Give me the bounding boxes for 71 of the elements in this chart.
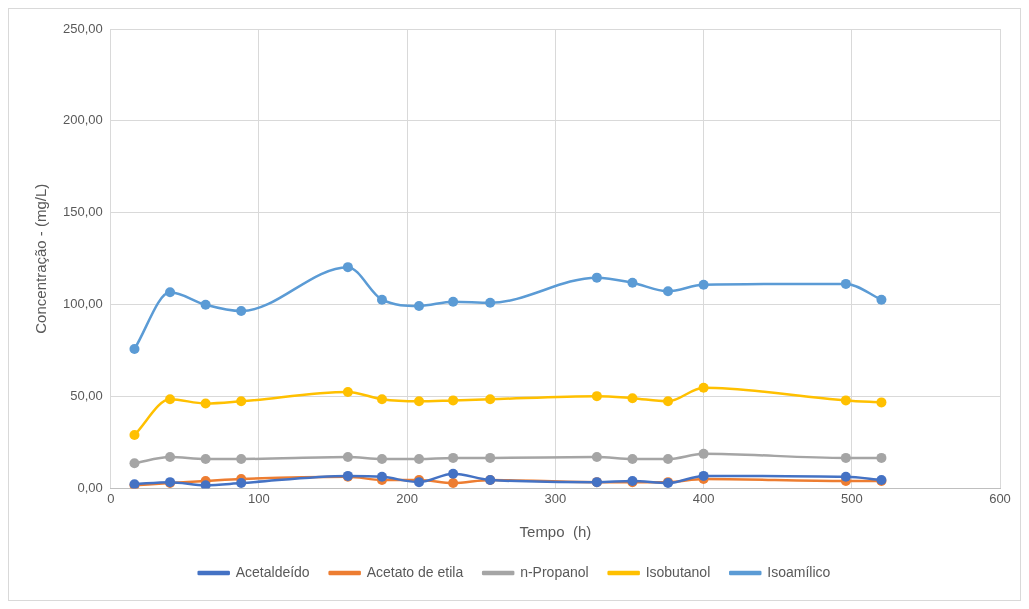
x-tick-label: 0 bbox=[107, 490, 115, 506]
x-tick-label: 500 bbox=[840, 490, 863, 506]
x-tick-label: 100 bbox=[248, 490, 270, 506]
point bbox=[840, 452, 851, 463]
point bbox=[236, 306, 247, 317]
y-tick-label: 100,00 bbox=[63, 296, 103, 312]
point bbox=[876, 294, 887, 305]
point bbox=[627, 454, 638, 464]
point bbox=[698, 470, 709, 481]
point bbox=[840, 395, 851, 406]
point bbox=[236, 454, 247, 464]
point bbox=[129, 458, 140, 469]
point bbox=[448, 452, 459, 463]
point bbox=[448, 478, 459, 489]
point bbox=[591, 451, 602, 462]
point bbox=[200, 454, 211, 464]
point bbox=[165, 287, 176, 298]
point bbox=[876, 397, 887, 408]
y-tick-label: 0,00 bbox=[77, 479, 103, 495]
legend-label: Isoamílico bbox=[767, 563, 831, 580]
y-axis-title: Concentração - (mg/L) bbox=[32, 183, 50, 334]
point bbox=[165, 394, 176, 405]
point bbox=[591, 391, 602, 402]
point bbox=[236, 478, 247, 489]
x-tick-label: 300 bbox=[544, 490, 567, 506]
y-tick-label: 50,00 bbox=[70, 388, 103, 404]
point bbox=[448, 395, 459, 406]
point bbox=[376, 394, 387, 405]
point bbox=[236, 396, 247, 407]
point bbox=[627, 277, 638, 288]
legend-label: Acetato de etila bbox=[366, 563, 464, 580]
y-tick-label: 200,00 bbox=[63, 112, 103, 128]
point bbox=[165, 451, 176, 462]
x-tick-label: 200 bbox=[396, 490, 419, 506]
x-tick-label: 600 bbox=[989, 490, 1011, 506]
point bbox=[663, 396, 674, 407]
y-tick-label: 250,00 bbox=[63, 20, 103, 36]
point bbox=[698, 279, 709, 290]
point bbox=[342, 451, 353, 462]
point bbox=[129, 429, 140, 440]
legend-label: Acetaldeído bbox=[235, 563, 310, 580]
point bbox=[698, 382, 709, 393]
point bbox=[663, 454, 674, 464]
point bbox=[485, 297, 496, 308]
point bbox=[485, 452, 496, 463]
point bbox=[448, 296, 459, 307]
point bbox=[200, 398, 211, 409]
point bbox=[200, 480, 211, 489]
legend-label: Isobutanol bbox=[645, 563, 711, 580]
x-axis-title: Tempo (h) bbox=[519, 523, 592, 541]
point bbox=[376, 294, 387, 305]
point bbox=[342, 262, 353, 273]
point bbox=[876, 452, 887, 463]
point bbox=[663, 286, 674, 297]
point bbox=[414, 300, 425, 311]
y-tick-label: 150,00 bbox=[63, 204, 103, 220]
point bbox=[129, 343, 140, 354]
point bbox=[342, 386, 353, 397]
point bbox=[840, 471, 851, 482]
point bbox=[414, 396, 425, 407]
point bbox=[376, 454, 387, 464]
point bbox=[698, 448, 709, 459]
point bbox=[591, 272, 602, 283]
point bbox=[200, 299, 211, 310]
x-tick-label: 400 bbox=[692, 490, 715, 506]
point bbox=[485, 394, 496, 405]
point bbox=[840, 278, 851, 289]
point bbox=[448, 468, 459, 479]
point bbox=[627, 393, 638, 404]
legend-label: n-Propanol bbox=[520, 563, 589, 580]
point bbox=[414, 454, 425, 464]
